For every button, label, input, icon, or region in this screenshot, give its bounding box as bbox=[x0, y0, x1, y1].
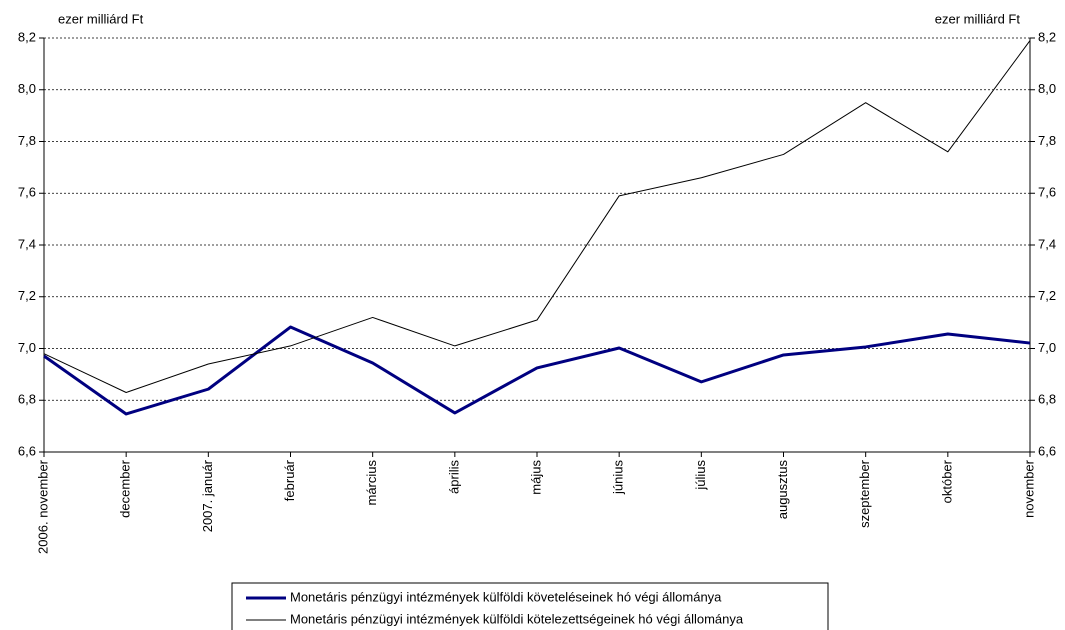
y-tick-label: 8,2 bbox=[18, 29, 36, 44]
x-tick-label: július bbox=[693, 460, 708, 491]
legend-box bbox=[231, 582, 829, 630]
y2-tick-label: 6,8 bbox=[1038, 392, 1056, 407]
y2-tick-label: 7,0 bbox=[1038, 340, 1056, 355]
y-tick-label: 8,0 bbox=[18, 81, 36, 96]
y2-tick-label: 7,4 bbox=[1038, 236, 1056, 251]
legend-label: Monetáris pénzügyi intézmények külföldi … bbox=[290, 611, 744, 626]
y-tick-label: 7,0 bbox=[18, 340, 36, 355]
x-tick-label: november bbox=[1021, 459, 1036, 517]
y-tick-label: 7,8 bbox=[18, 133, 36, 148]
legend-label: Monetáris pénzügyi intézmények külföldi … bbox=[290, 589, 722, 604]
x-tick-label: 2006. november bbox=[35, 459, 50, 554]
x-tick-label: április bbox=[446, 460, 461, 494]
x-tick-label: június bbox=[611, 460, 626, 495]
x-tick-label: május bbox=[528, 460, 543, 495]
y2-tick-label: 7,6 bbox=[1038, 185, 1056, 200]
x-tick-label: 2007. január bbox=[200, 459, 215, 532]
y-tick-label: 6,6 bbox=[18, 443, 36, 458]
y2-tick-label: 7,2 bbox=[1038, 288, 1056, 303]
x-tick-label: szeptember bbox=[857, 459, 872, 528]
line bbox=[43, 325, 1031, 416]
y-tick-label: 6,8 bbox=[18, 392, 36, 407]
y2-tick-label: 8,0 bbox=[1038, 81, 1056, 96]
x-tick-label: október bbox=[939, 459, 954, 503]
y-tick-label: 7,2 bbox=[18, 288, 36, 303]
line bbox=[43, 40, 1031, 393]
y2-tick-label: 6,6 bbox=[1038, 443, 1056, 458]
y-tick-label: 7,6 bbox=[18, 185, 36, 200]
y-axis-label: ezer milliárd Ft bbox=[58, 11, 144, 26]
x-tick-label: december bbox=[118, 459, 133, 517]
x-tick-label: február bbox=[282, 459, 297, 501]
y2-axis-label: ezer milliárd Ft bbox=[935, 11, 1021, 26]
x-tick-label: augusztus bbox=[775, 460, 790, 520]
y-tick-label: 7,4 bbox=[18, 236, 36, 251]
y2-tick-label: 7,8 bbox=[1038, 133, 1056, 148]
y2-tick-label: 8,2 bbox=[1038, 29, 1056, 44]
x-tick-label: március bbox=[364, 460, 379, 506]
